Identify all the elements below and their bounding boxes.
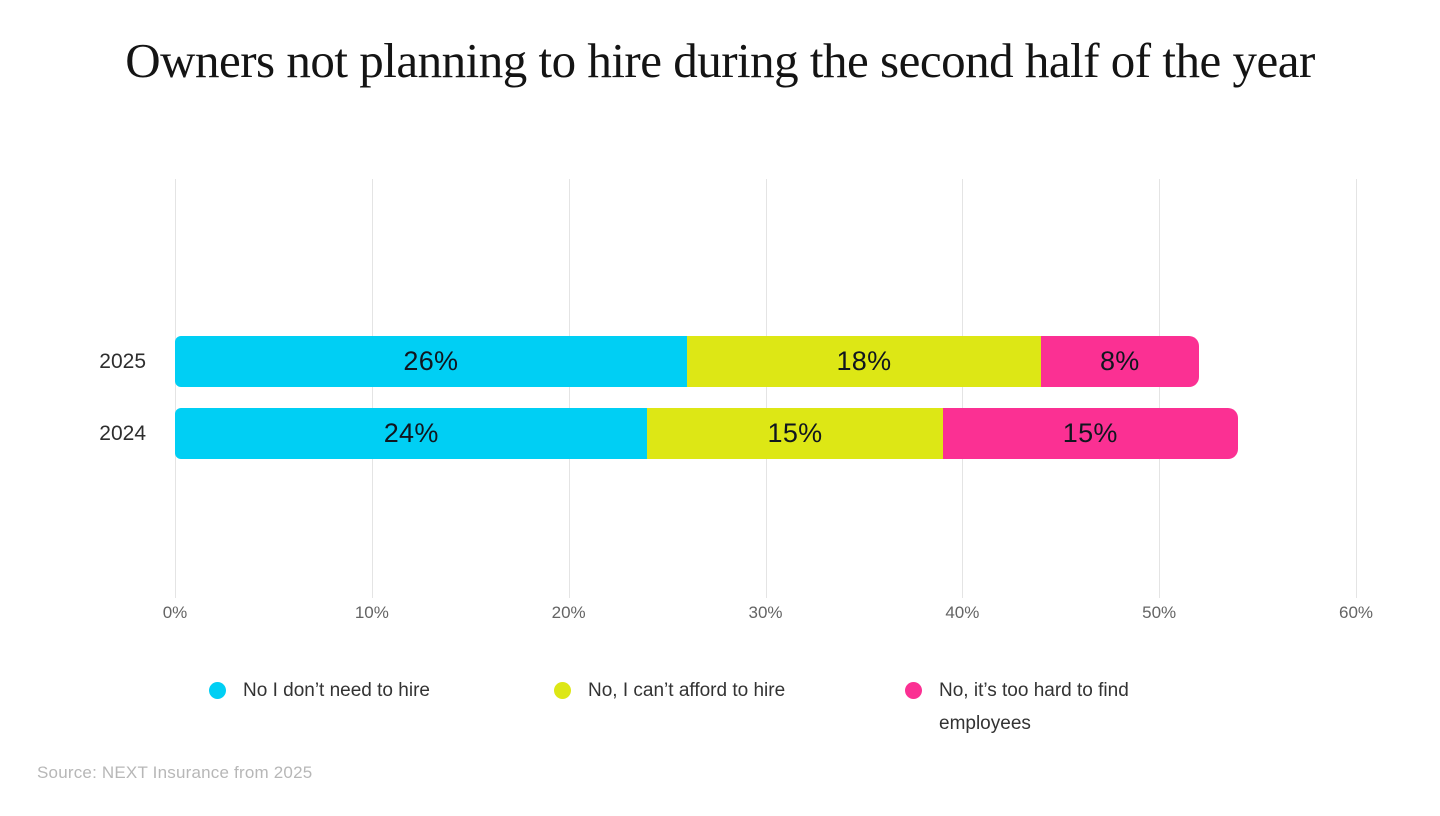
legend-label: No, I can’t afford to hire — [588, 680, 786, 701]
legend-item: No, it’s too hard to find employees — [905, 674, 1170, 740]
gridline — [765, 179, 767, 598]
x-axis-tick-label: 30% — [748, 603, 783, 622]
bars: 26% 18% 8% 24% 15% 15% — [175, 179, 1356, 598]
bar-row-2025: 26% 18% 8% — [175, 336, 1356, 387]
bar-segment: 15% — [647, 408, 943, 459]
bar-value-label: 18% — [836, 346, 892, 376]
x-axis-tick-label: 0% — [162, 603, 188, 622]
legend-item: No I don’t need to hire — [209, 674, 430, 707]
x-axis-tick-label: 60% — [1338, 603, 1374, 622]
bar-row-2024: 24% 15% 15% — [175, 408, 1356, 459]
y-axis-category-label: 2025 — [99, 350, 146, 373]
x-axis-tick-label: 40% — [945, 603, 980, 622]
legend-dot-icon — [209, 682, 226, 699]
bar-value-label: 24% — [383, 418, 439, 448]
gridlines — [175, 179, 1357, 598]
chart-title: Owners not planning to hire during the s… — [125, 33, 1315, 88]
gridline — [568, 179, 570, 598]
bar-segment: 15% — [942, 408, 1238, 459]
gridline — [175, 179, 176, 598]
bar-value-label: 15% — [1062, 418, 1118, 448]
legend-dot-icon — [554, 682, 571, 699]
legend: No I don’t need to hire No, I can’t affor… — [0, 674, 1440, 764]
bar-segment: 8% — [1041, 336, 1199, 387]
x-axis-tick-label: 20% — [551, 603, 586, 622]
gridline — [1356, 179, 1357, 598]
bar-value-label: 15% — [767, 418, 823, 448]
bar-value-label: 8% — [1099, 346, 1140, 376]
source-note: Source: NEXT Insurance from 2025 — [37, 763, 313, 782]
bar-value-label: 26% — [403, 346, 459, 376]
gridline — [371, 179, 373, 598]
x-axis-tick-label: 50% — [1142, 603, 1177, 622]
bar-segment: 26% — [175, 336, 687, 387]
x-axis-tick-label: 10% — [354, 603, 389, 622]
legend-dot-icon — [905, 682, 922, 699]
legend-label: No, it’s too hard to find employees — [939, 680, 1129, 734]
y-axis: 2025 2024 — [0, 179, 160, 598]
gridline — [962, 179, 964, 598]
x-axis: 0% 10% 20% 30% 40% 50% 60% — [163, 603, 1373, 629]
bar-segment: 18% — [686, 336, 1042, 387]
legend-item: No, I can’t afford to hire — [554, 674, 785, 707]
gridline — [1159, 179, 1161, 598]
legend-label: No I don’t need to hire — [243, 680, 430, 701]
bar-segment: 24% — [175, 408, 648, 459]
plot-area: 26% 18% 8% 24% 15% 15% — [175, 179, 1357, 598]
y-axis-category-label: 2024 — [99, 422, 146, 445]
